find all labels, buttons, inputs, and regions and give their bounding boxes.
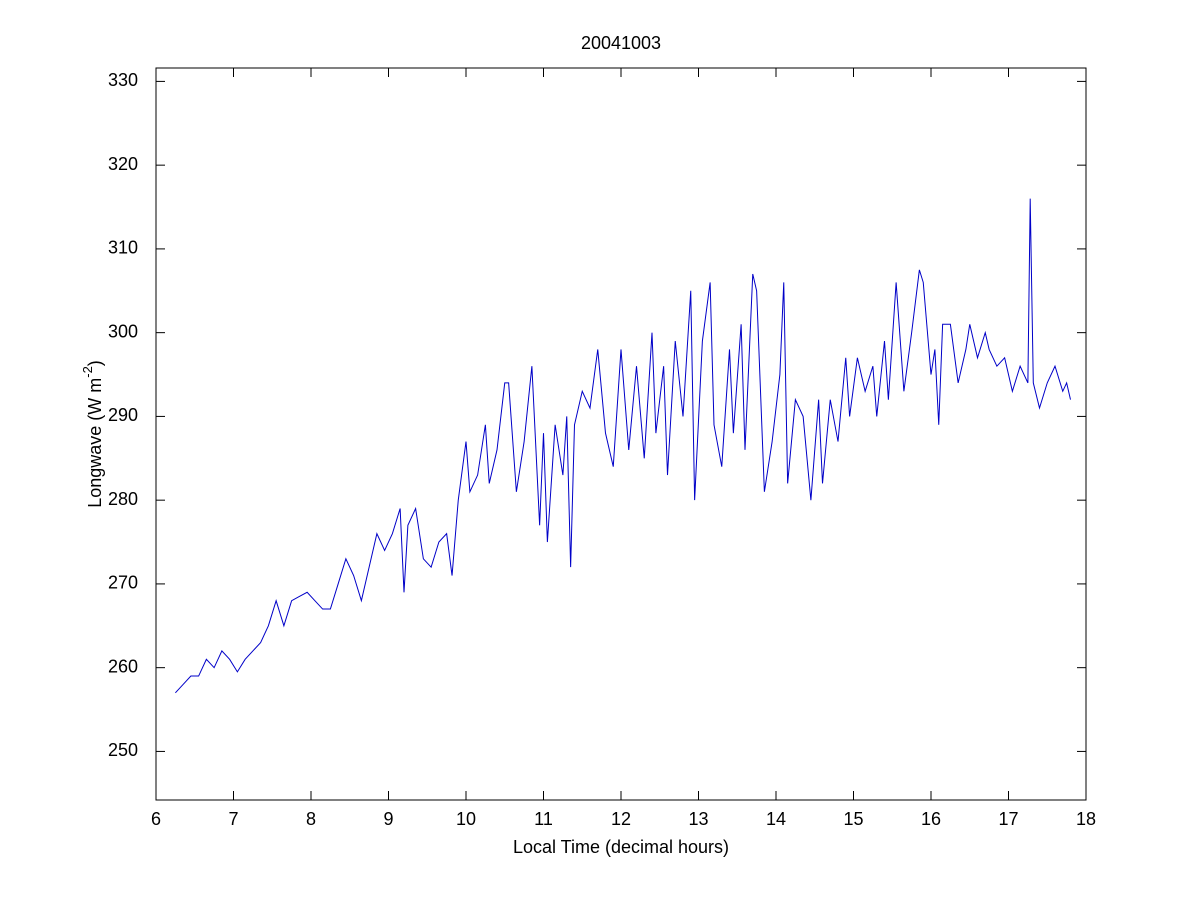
y-tick-label: 330 bbox=[108, 70, 138, 90]
data-line bbox=[175, 198, 1071, 694]
x-tick-label: 14 bbox=[766, 809, 786, 829]
x-tick-label: 17 bbox=[998, 809, 1018, 829]
x-tick-label: 7 bbox=[228, 809, 238, 829]
x-tick-label: 6 bbox=[151, 809, 161, 829]
x-axis-label: Local Time (decimal hours) bbox=[513, 837, 729, 857]
x-tick-label: 9 bbox=[383, 809, 393, 829]
x-tick-label: 11 bbox=[534, 809, 553, 829]
x-tick-label: 8 bbox=[306, 809, 316, 829]
chart-title: 20041003 bbox=[581, 33, 661, 53]
x-tick-label: 13 bbox=[688, 809, 708, 829]
x-tick-label: 16 bbox=[921, 809, 941, 829]
y-label-text: Longwave (W m bbox=[85, 378, 105, 508]
y-tick-label: 310 bbox=[108, 238, 138, 258]
y-tick-label: 270 bbox=[108, 573, 138, 593]
y-tick-label: 320 bbox=[108, 154, 138, 174]
y-label-sup: -2 bbox=[80, 366, 95, 378]
y-axis-label: Longwave (W m-2) bbox=[80, 360, 104, 508]
y-tick-label: 290 bbox=[108, 405, 138, 425]
y-tick-label: 260 bbox=[108, 656, 138, 676]
y-label-suffix: ) bbox=[85, 360, 105, 366]
y-tick-label: 280 bbox=[108, 489, 138, 509]
x-tick-label: 18 bbox=[1076, 809, 1096, 829]
plot-area bbox=[155, 67, 1087, 801]
x-tick-label: 10 bbox=[456, 809, 476, 829]
x-tick-label: 15 bbox=[843, 809, 863, 829]
y-tick-label: 250 bbox=[108, 740, 138, 760]
x-tick-label: 12 bbox=[611, 809, 631, 829]
y-tick-label: 300 bbox=[108, 321, 138, 341]
